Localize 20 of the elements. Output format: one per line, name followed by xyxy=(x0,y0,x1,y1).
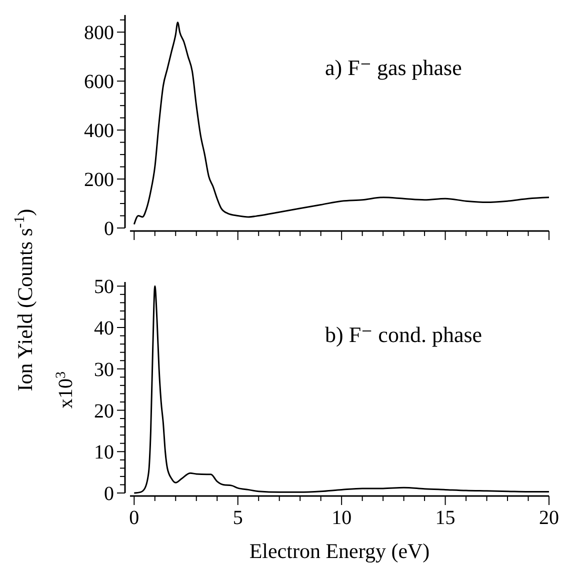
x-tick-label: 20 xyxy=(539,507,559,529)
x-tick-label: 10 xyxy=(332,507,352,529)
y-tick-label: 400 xyxy=(84,120,114,142)
annotation: b) F⁻ cond. phase xyxy=(325,322,482,347)
x-axis-title: Electron Energy (eV) xyxy=(249,539,430,563)
annotation: a) F⁻ gas phase xyxy=(325,55,462,80)
x-tick-label: 5 xyxy=(232,507,243,529)
x-tick-label: 15 xyxy=(435,507,456,529)
y-tick-label: 0 xyxy=(104,483,114,505)
y-tick-label: 50 xyxy=(94,276,114,298)
y-tick-label: 800 xyxy=(84,22,114,44)
line-series xyxy=(133,22,550,226)
y-tick-label: 20 xyxy=(94,400,114,422)
y-tick-label: 30 xyxy=(94,358,114,381)
y-tick-label: 10 xyxy=(94,442,114,464)
y-tick-label: 600 xyxy=(84,71,114,94)
x-tick-label: 0 xyxy=(129,507,140,529)
y-tick-label: 200 xyxy=(84,169,114,192)
y-tick-label: 40 xyxy=(94,318,114,340)
y-tick-label: 0 xyxy=(104,218,114,240)
